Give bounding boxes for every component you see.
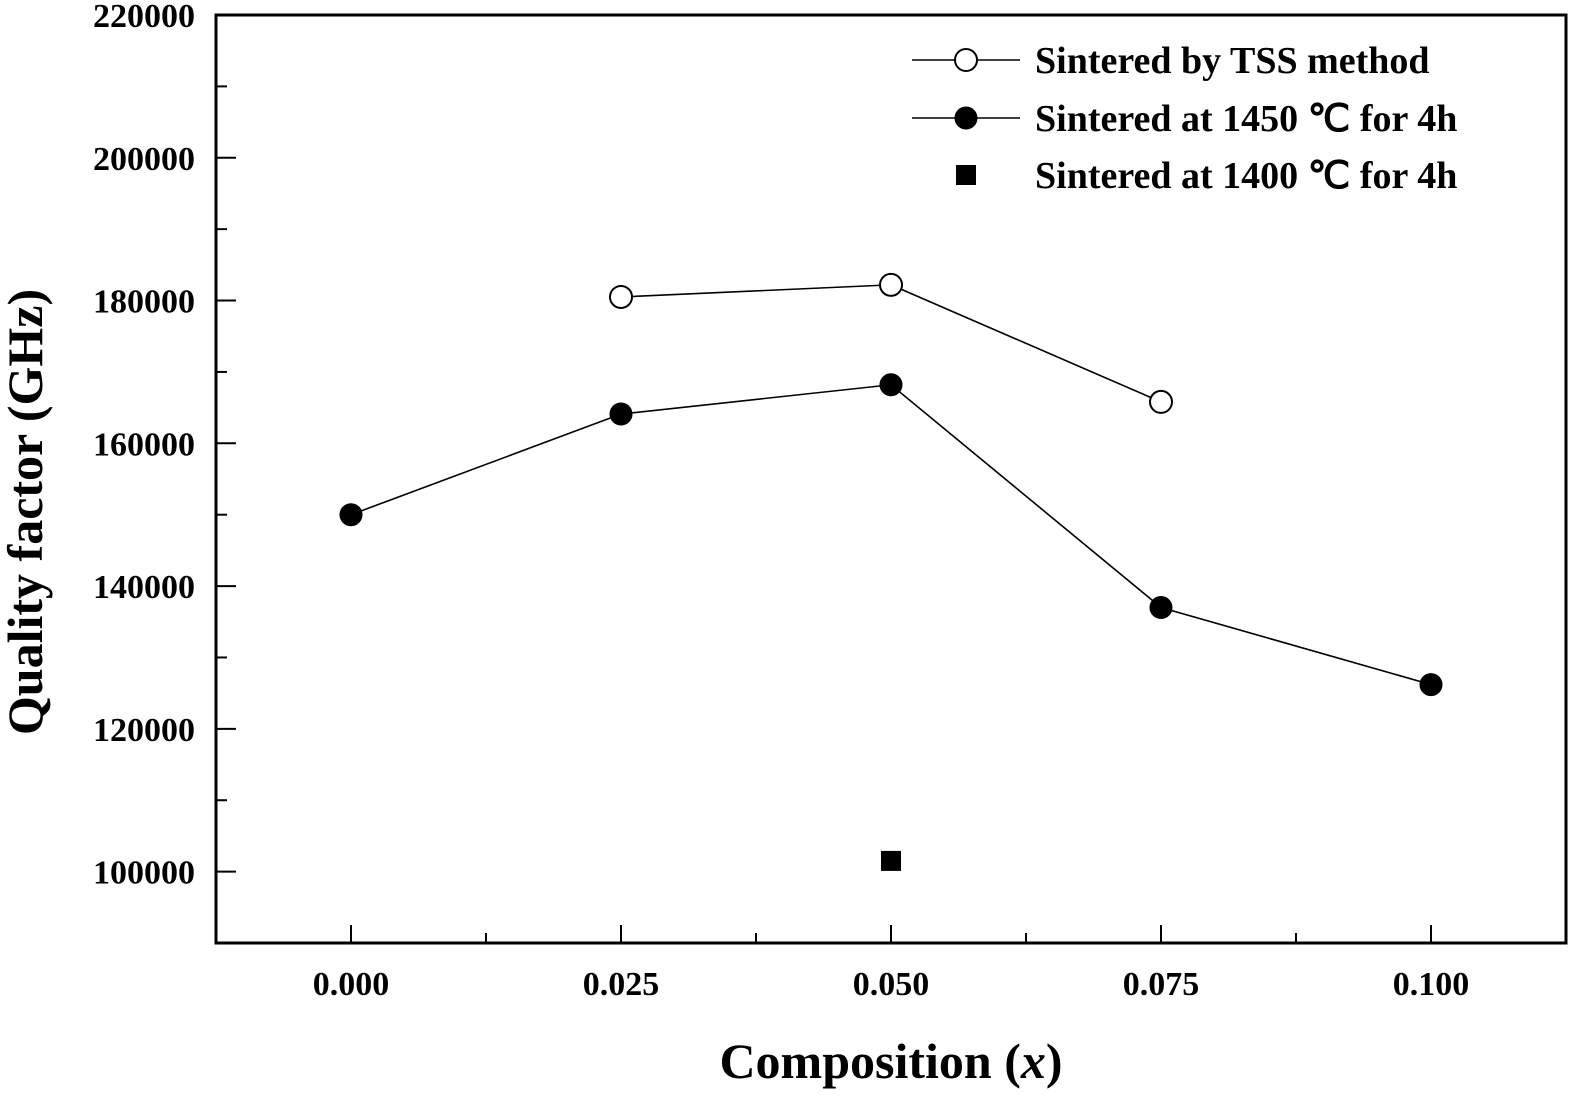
data-point: [1149, 389, 1173, 414]
series-2: [339, 373, 1443, 697]
y-tick-label: 140000: [93, 569, 195, 606]
x-tick-label: 0.075: [1123, 966, 1200, 1003]
legend-entry: Sintered at 1450 ℃ for 4h: [912, 98, 1457, 140]
x-tick-label: 0.025: [583, 966, 660, 1003]
data-point: [1149, 595, 1173, 619]
series-line: [350, 383, 1432, 686]
y-tick-label: 100000: [93, 855, 195, 892]
x-axis-title-suffix: ): [1046, 1033, 1063, 1089]
legend: Sintered by TSS method Sintered at 1450 ℃…: [912, 40, 1457, 197]
y-tick-label: 120000: [93, 712, 195, 749]
y-tick-label: 200000: [93, 141, 195, 178]
legend-marker: [956, 165, 976, 185]
data-point: [609, 284, 633, 309]
y-tick-label: 220000: [93, 0, 195, 35]
x-tick-label: 0.000: [313, 966, 390, 1003]
x-axis-title-var: x: [1020, 1033, 1046, 1089]
legend-entry: Sintered at 1400 ℃ for 4h: [956, 155, 1457, 197]
data-point: [879, 373, 903, 397]
series-layer: [339, 272, 1443, 871]
series-3: [881, 850, 901, 871]
legend-entry: Sintered by TSS method: [912, 40, 1430, 82]
x-tick-label: 0.050: [853, 966, 930, 1003]
data-point: [881, 850, 901, 871]
data-point: [1419, 673, 1443, 697]
legend-label: Sintered at 1400 ℃ for 4h: [1035, 155, 1457, 197]
x-tick-labels: 0.000 0.025 0.050 0.075 0.100: [313, 966, 1470, 1003]
data-point: [879, 272, 903, 297]
data-point: [339, 503, 363, 527]
x-axis-title: Composition (x): [719, 1033, 1062, 1089]
axis-ticks: [216, 14, 1432, 943]
data-point: [609, 402, 633, 426]
y-axis-title: Quality factor (GHz): [0, 289, 53, 735]
legend-marker: [954, 48, 978, 72]
x-tick-label: 0.100: [1393, 966, 1470, 1003]
legend-label: Sintered at 1450 ℃ for 4h: [1035, 98, 1457, 140]
y-tick-labels: 100000 120000 140000 160000 180000 200000 2200…: [93, 0, 195, 892]
y-tick-label: 180000: [93, 284, 195, 321]
y-tick-label: 160000: [93, 426, 195, 463]
legend-marker: [954, 106, 978, 130]
x-axis-title-prefix: Composition (: [719, 1033, 1020, 1089]
legend-label: Sintered by TSS method: [1035, 40, 1430, 82]
series-1: [609, 272, 1173, 414]
